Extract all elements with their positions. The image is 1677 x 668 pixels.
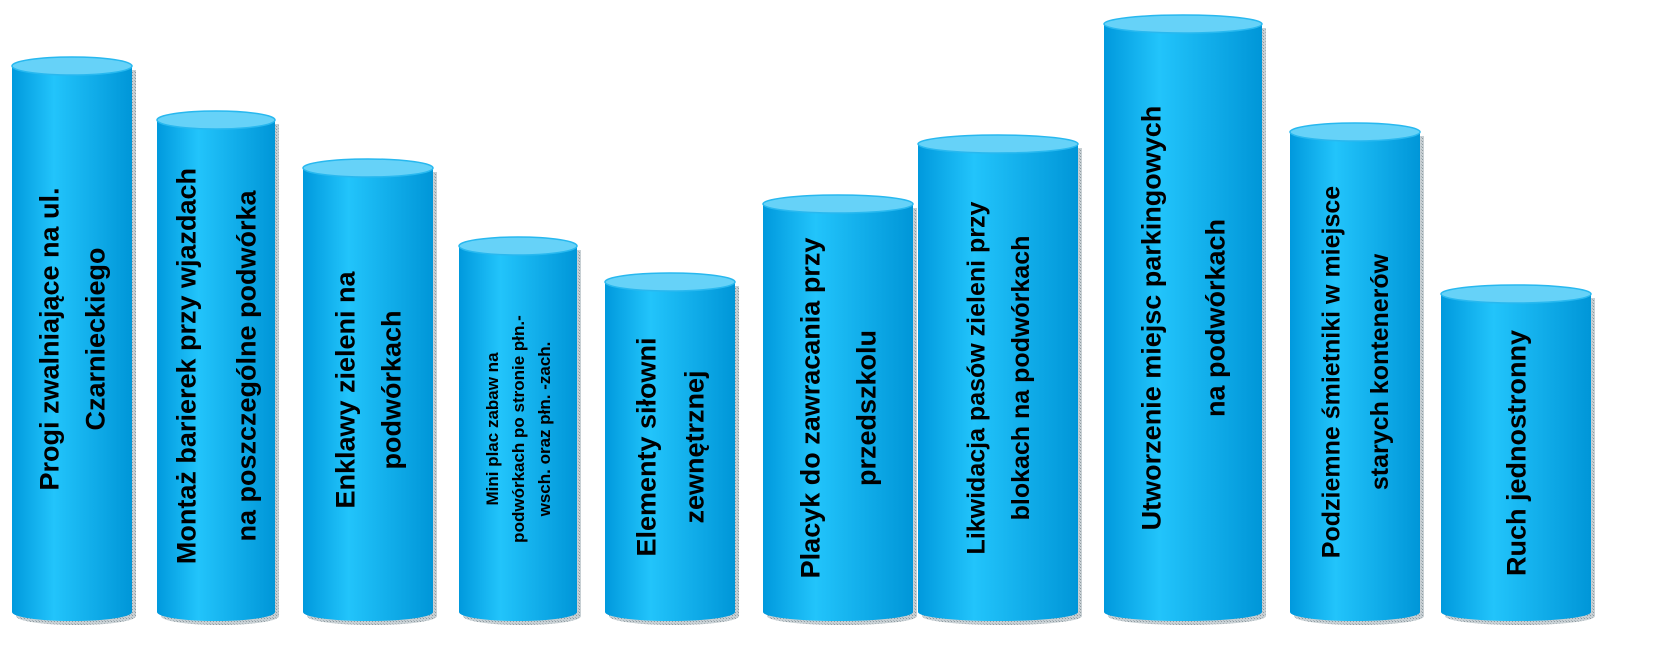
bar-body: [459, 246, 577, 621]
cylinder-bar: Ruch jednostronny: [1440, 284, 1595, 625]
bar-body: [1441, 294, 1591, 621]
bar-label-line: na poszczególne podwórka: [232, 189, 262, 541]
bar-label-line: Utworzenie miejsc parkingowych: [1136, 106, 1166, 531]
bar-label-line: Mini plac zabaw na: [483, 352, 502, 506]
bar-label: Likwidacja pasów zieleni przy blokach na …: [963, 201, 1035, 554]
bar-label: Ruch jednostronny: [1501, 330, 1531, 576]
bar-label: Enklawy zieleni na podwórkach: [330, 270, 406, 508]
bar-label-line: na podwórkach: [1201, 219, 1231, 417]
bar-top: [458, 236, 578, 256]
bar-label-line: wsch. oraz płn. -zach.: [535, 342, 554, 518]
bar-body: [12, 66, 132, 621]
bar-top: [1289, 122, 1421, 142]
bar-label-line: zewnętrznej: [680, 370, 710, 523]
cylinder-bar: Progi zwalniające na ul. Czarnieckiego: [11, 56, 136, 625]
bar-body: [763, 204, 913, 621]
bar-label-line: Ruch jednostronny: [1501, 330, 1531, 576]
bar-top: [604, 272, 736, 292]
bar-label: Placyk do zawracania przy przedszkolu: [795, 238, 881, 579]
bar-top: [11, 56, 133, 76]
cylinder-bar: Utworzenie miejsc parkingowych na podwórk…: [1103, 14, 1266, 625]
bar-label: Elementy siłowni zewnętrznej: [631, 337, 709, 556]
bar-label: Mini plac zabaw na podwórkach po stronie …: [483, 315, 554, 543]
bar-body: [1104, 24, 1262, 621]
cylinder-bar: Podziemne śmietniki w miejsce starych kon…: [1289, 122, 1424, 625]
bar-top: [302, 158, 434, 178]
bar-body: [1290, 132, 1420, 621]
bar-label: Montaż barierek przy wjazdach na poszczeg…: [171, 168, 261, 564]
bar-label-line: Likwidacja pasów zieleni przy: [963, 201, 991, 554]
bar-label: Utworzenie miejsc parkingowych na podwórk…: [1136, 106, 1230, 531]
bar-body: [157, 120, 275, 621]
bar-label-line: Podziemne śmietniki w miejsce: [1318, 186, 1346, 558]
bar-label-line: podwórkach: [377, 310, 407, 469]
bar-top: [1103, 14, 1263, 34]
bar-top: [762, 194, 914, 214]
bar-label-line: Montaż barierek przy wjazdach: [171, 168, 201, 564]
bar-top: [917, 134, 1079, 154]
bar-label-line: Progi zwalniające na ul.: [34, 187, 64, 490]
bar-label-line: blokach na podwórkach: [1007, 236, 1035, 521]
bar-label-line: Enklawy zieleni na: [330, 270, 360, 508]
cylinder-bar: Placyk do zawracania przy przedszkolu: [762, 194, 917, 625]
bar-label-line: starych kontenerów: [1366, 253, 1394, 490]
bar-label-line: Czarnieckiego: [81, 247, 111, 430]
bar-body: [918, 144, 1078, 621]
cylinder-bar: Montaż barierek przy wjazdach na poszczeg…: [156, 110, 279, 625]
bar-label: Progi zwalniające na ul. Czarnieckiego: [34, 187, 110, 490]
bar-label: Podziemne śmietniki w miejsce starych kon…: [1318, 186, 1394, 558]
cylinder-bar: Mini plac zabaw na podwórkach po stronie …: [458, 236, 581, 625]
cylinder-bar: Likwidacja pasów zieleni przy blokach na …: [917, 134, 1082, 625]
bar-label-line: przedszkolu: [852, 330, 882, 486]
cylinder-bar: Enklawy zieleni na podwórkach: [302, 158, 437, 625]
cylinder-bar: Elementy siłowni zewnętrznej: [604, 272, 739, 625]
bar-label-line: Elementy siłowni: [631, 337, 661, 556]
bar-label-line: podwórkach po stronie płn.-: [509, 315, 528, 543]
bar-top: [1440, 284, 1592, 304]
bar-top: [156, 110, 276, 130]
bar-body: [303, 168, 433, 621]
bar-body: [605, 282, 735, 621]
bar-label-line: Placyk do zawracania przy: [795, 238, 825, 579]
